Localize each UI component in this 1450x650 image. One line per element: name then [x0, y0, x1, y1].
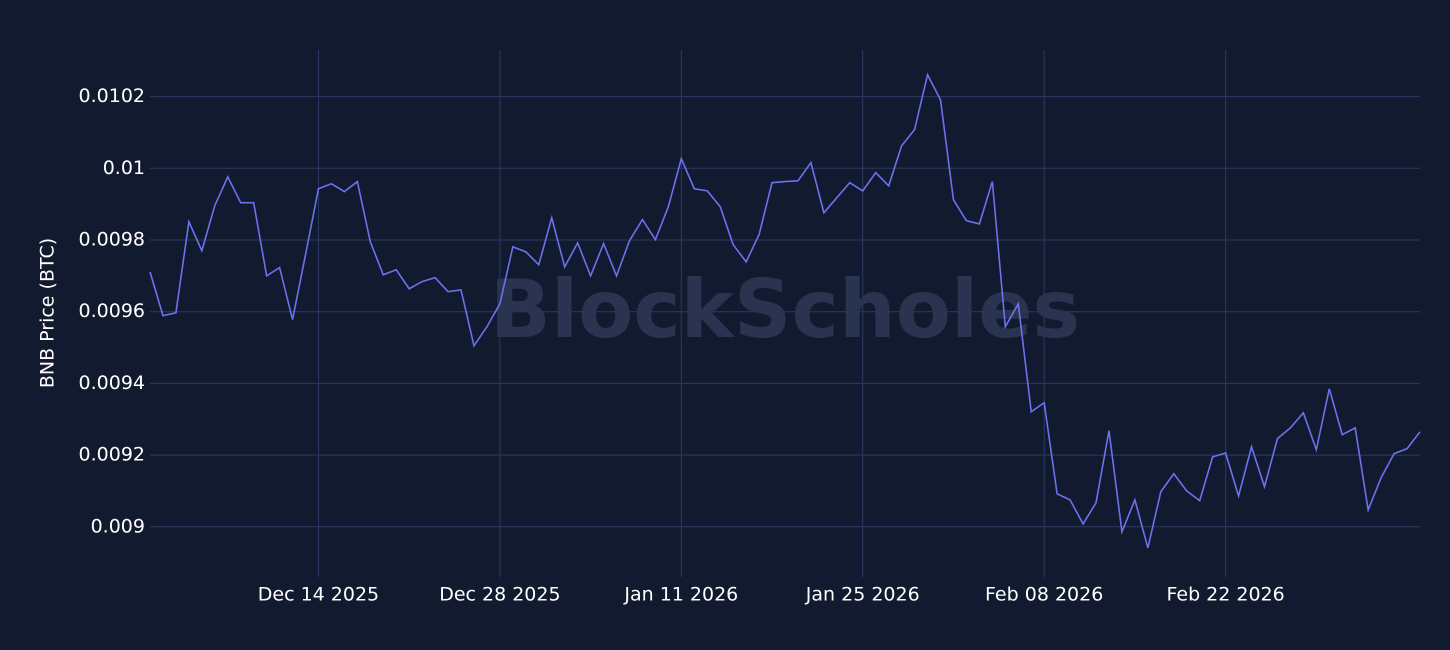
- y-tick-label: 0.009: [91, 515, 145, 537]
- y-tick-label: 0.0096: [79, 300, 145, 322]
- x-tick-label: Jan 25 2026: [805, 584, 920, 606]
- y-tick-label: 0.01: [103, 157, 145, 179]
- y-tick-label: 0.0092: [79, 444, 145, 466]
- watermark: BlockScholes: [490, 263, 1080, 356]
- x-tick-label: Jan 11 2026: [623, 584, 738, 606]
- x-tick-label: Feb 08 2026: [985, 584, 1103, 606]
- data-line: [149, 72, 1421, 549]
- y-tick-label: 0.0102: [79, 85, 145, 107]
- x-tick-label: Dec 14 2025: [258, 584, 379, 606]
- y-tick-label: 0.0094: [79, 372, 145, 394]
- x-tick-label: Dec 28 2025: [439, 584, 560, 606]
- y-axis-label: BNB Price (BTC): [37, 238, 59, 388]
- x-tick-label: Feb 22 2026: [1166, 584, 1284, 606]
- y-tick-label: 0.0098: [79, 229, 145, 251]
